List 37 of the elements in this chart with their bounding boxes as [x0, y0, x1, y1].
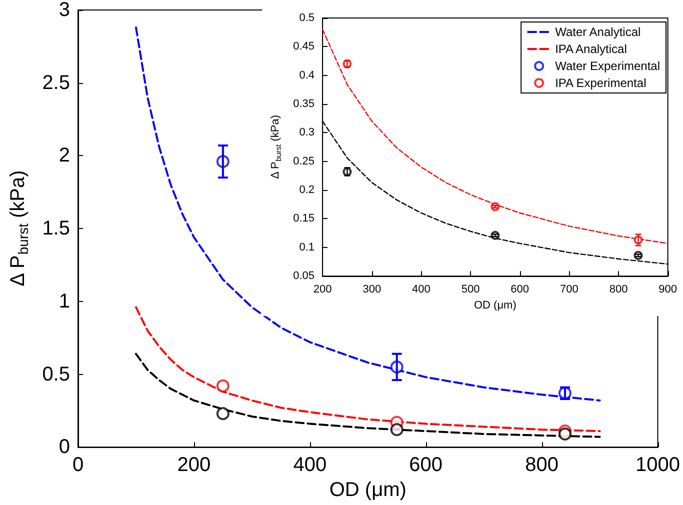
y-tick-label: 0.05: [293, 270, 315, 282]
x-tick-label: 1000: [636, 454, 680, 476]
x-tick-label: 900: [658, 284, 678, 296]
x-tick-label: 800: [609, 284, 628, 296]
x-tick-label: 200: [313, 284, 332, 296]
y-tick-label: 0.35: [293, 98, 315, 110]
x-tick-label: 300: [362, 284, 382, 296]
x-tick-label: 700: [560, 284, 578, 296]
x-tick-label: 800: [525, 454, 558, 476]
x-tick-label: 500: [461, 284, 480, 296]
y-tick-label: 2.5: [42, 72, 70, 94]
y-tick-label: 1.5: [42, 218, 70, 240]
y-tick-label: 0.45: [293, 40, 315, 53]
legend-label: Water Analytical: [555, 25, 641, 39]
y-tick-label: 0.3: [299, 126, 315, 139]
y-tick-label: 0.5: [299, 12, 315, 24]
x-tick-label: 600: [409, 454, 443, 476]
x-tick-label: 600: [510, 284, 530, 296]
legend-label: IPA Analytical: [555, 42, 627, 56]
x-tick-label: 200: [177, 454, 211, 476]
x-tick-label: 400: [293, 454, 327, 476]
y-tick-label: 3: [58, 0, 70, 21]
y-tick-label: 2: [58, 144, 70, 167]
y-tick-label: 1: [58, 290, 70, 312]
y-tick-label: 0.25: [293, 155, 315, 168]
x-axis-title: OD (μm): [474, 300, 516, 312]
legend-label: IPA Experimental: [555, 76, 646, 90]
legend-label: Water Experimental: [555, 59, 660, 73]
x-axis-title: OD (μm): [329, 479, 406, 501]
y-tick-label: 0.1: [299, 241, 315, 254]
y-tick-label: 0: [58, 436, 70, 458]
y-axis-title: Δ Pburst (kPa): [7, 170, 31, 286]
y-tick-label: 0.4: [299, 69, 315, 82]
y-tick-label: 0.5: [42, 363, 70, 386]
y-tick-label: 0.2: [299, 184, 315, 196]
y-tick-label: 0.15: [293, 212, 315, 225]
x-tick-label: 400: [412, 284, 430, 296]
